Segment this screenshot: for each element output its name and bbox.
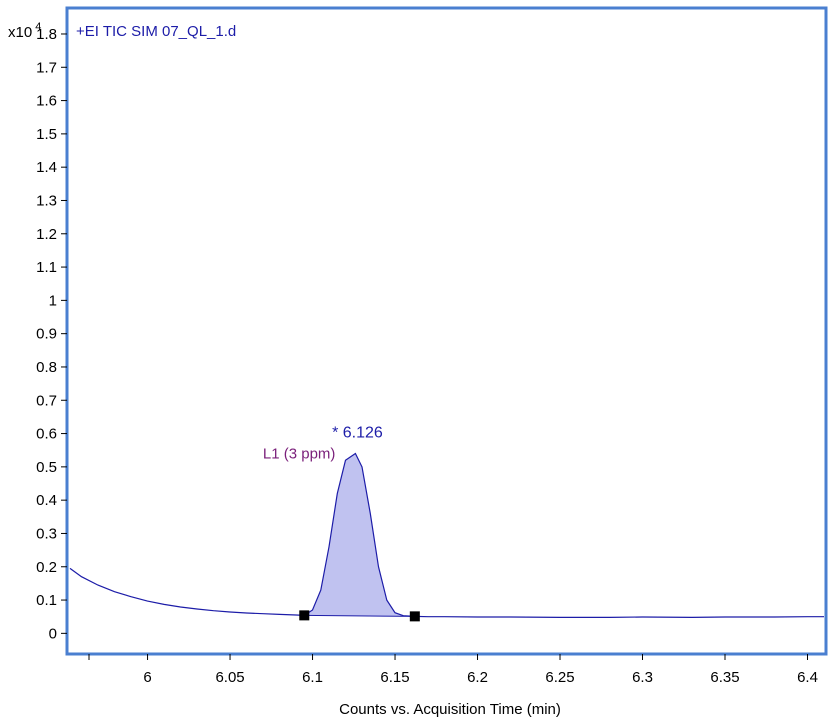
y-tick-label: 0.3 — [36, 525, 57, 542]
y-tick-label: 0.6 — [36, 426, 57, 443]
peak-area — [304, 453, 415, 617]
y-tick-label: 0.5 — [36, 459, 57, 476]
y-tick-label: 1.7 — [36, 59, 57, 76]
y-multiplier-base: x10 — [8, 24, 32, 41]
x-tick-label: 6.4 — [797, 669, 818, 686]
peak-name-label: L1 (3 ppm) — [263, 446, 336, 463]
x-tick-label: 6.2 — [467, 669, 488, 686]
y-tick-label: 1.4 — [36, 159, 57, 176]
x-tick-label: 6.35 — [710, 669, 739, 686]
x-tick-label: 6.15 — [380, 669, 409, 686]
series-line — [69, 452, 824, 619]
chart-title: +EI TIC SIM 07_QL_1.d — [76, 23, 236, 40]
y-multiplier-exponent: 4 — [35, 21, 41, 33]
peak-fill-layer — [304, 453, 415, 617]
y-tick-label: 1.1 — [36, 259, 57, 276]
y-multiplier: x10 4 — [8, 21, 41, 41]
x-axis-label: Counts vs. Acquisition Time (min) — [339, 701, 561, 718]
y-tick-label: 0.1 — [36, 592, 57, 609]
peak-marker-layer — [299, 610, 420, 622]
text-layer: +EI TIC SIM 07_QL_1.d x10 4 Counts vs. Ac… — [8, 21, 561, 718]
peak-baseline — [304, 614, 415, 617]
x-tick-label: 6 — [143, 669, 151, 686]
y-tick-label: 1.3 — [36, 192, 57, 209]
y-tick-label: 0.7 — [36, 392, 57, 409]
y-tick-label: 0 — [49, 625, 57, 642]
x-tick-label: 6.25 — [545, 669, 574, 686]
y-tick-label: 1.8 — [36, 26, 57, 43]
y-tick-label: 1.2 — [36, 226, 57, 243]
plot-frame — [65, 6, 828, 656]
y-tick-label: 1 — [49, 292, 57, 309]
x-tick-label: 6.1 — [302, 669, 323, 686]
series-line-layer — [69, 452, 824, 619]
y-tick-label: 1.6 — [36, 93, 57, 110]
peak-time-label: * 6.126 — [332, 425, 383, 442]
x-tick-label: 6.05 — [215, 669, 244, 686]
peak-end-marker — [409, 611, 420, 622]
y-tick-label: 0.4 — [36, 492, 57, 509]
y-tick-label: 0.9 — [36, 326, 57, 343]
y-tick-label: 0.2 — [36, 559, 57, 576]
y-tick-label: 0.8 — [36, 359, 57, 376]
axes-layer: 0 0.1 0.2 0.3 0.4 0.5 0.6 0.7 0.8 0.9 1 1.1 1.2 1.3 1.… — [36, 26, 818, 686]
y-tick-label: 1.5 — [36, 126, 57, 143]
peak-start-marker — [299, 610, 310, 621]
x-tick-label: 6.3 — [632, 669, 653, 686]
